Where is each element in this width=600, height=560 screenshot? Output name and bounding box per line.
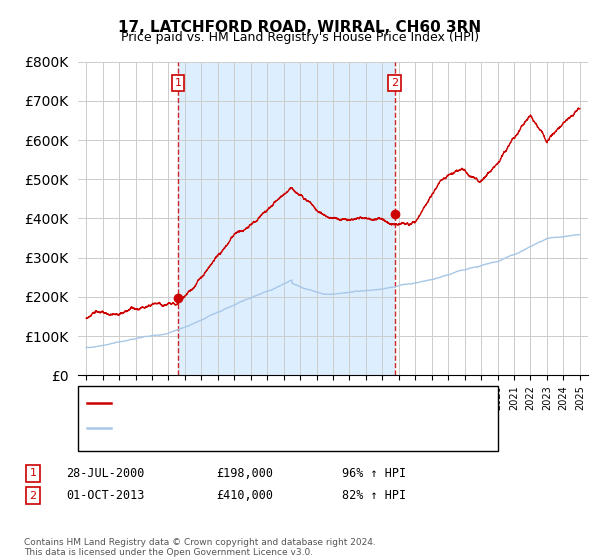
Text: 2: 2 [391,78,398,88]
Text: Contains HM Land Registry data © Crown copyright and database right 2024.
This d: Contains HM Land Registry data © Crown c… [24,538,376,557]
Text: 2: 2 [29,491,37,501]
Text: 01-OCT-2013: 01-OCT-2013 [66,489,145,502]
Bar [178,62,395,375]
Text: 17, LATCHFORD ROAD, WIRRAL, CH60 3RN (detached house): 17, LATCHFORD ROAD, WIRRAL, CH60 3RN (de… [116,398,433,408]
Text: 82% ↑ HPI: 82% ↑ HPI [342,489,406,502]
Text: 1: 1 [175,78,181,88]
Text: 1: 1 [29,468,37,478]
Text: 96% ↑ HPI: 96% ↑ HPI [342,466,406,480]
Text: 17, LATCHFORD ROAD, WIRRAL, CH60 3RN: 17, LATCHFORD ROAD, WIRRAL, CH60 3RN [118,20,482,35]
Text: Price paid vs. HM Land Registry's House Price Index (HPI): Price paid vs. HM Land Registry's House … [121,31,479,44]
Text: 28-JUL-2000: 28-JUL-2000 [66,466,145,480]
Text: £410,000: £410,000 [216,489,273,502]
Text: £198,000: £198,000 [216,466,273,480]
Text: HPI: Average price, detached house, Wirral: HPI: Average price, detached house, Wirr… [116,423,340,433]
